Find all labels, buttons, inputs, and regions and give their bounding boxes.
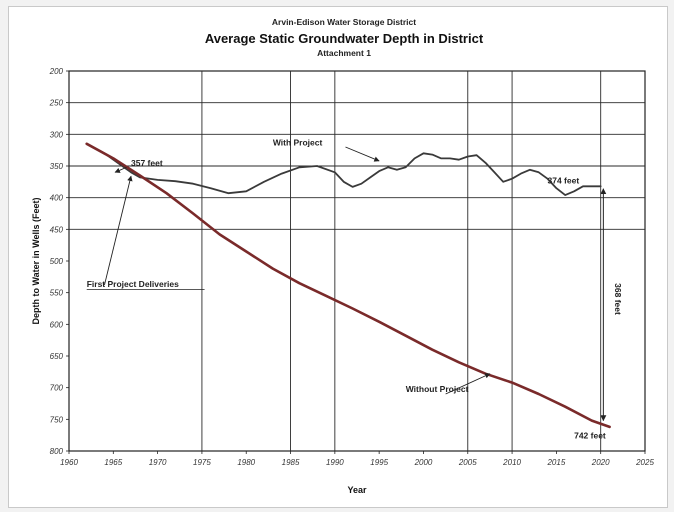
first-deliveries-arrow xyxy=(104,175,133,286)
x-tick-label: 1985 xyxy=(282,458,300,467)
x-tick-label: 1965 xyxy=(104,458,122,467)
x-tick-label: 1960 xyxy=(60,458,78,467)
without-project-label: Without Project xyxy=(406,384,469,394)
x-axis-label: Year xyxy=(347,485,367,495)
x-tick-label: 2020 xyxy=(591,458,610,467)
x-tick-label: 2015 xyxy=(546,458,565,467)
plot-area xyxy=(68,70,646,452)
x-tick-label: 1995 xyxy=(370,458,388,467)
y-tick-label: 300 xyxy=(50,130,64,139)
y-tick-labels: 200 250 300 350 400 450 500 550 600 650 700 750 800 xyxy=(49,67,69,456)
y-tick-label: 750 xyxy=(50,415,64,424)
x-tick-label: 1975 xyxy=(193,458,211,467)
x-tick-label: 1990 xyxy=(326,458,344,467)
chart-sheet: Arvin-Edison Water Storage District Aver… xyxy=(8,6,668,508)
y-tick-label: 250 xyxy=(49,99,64,108)
groundwater-chart: Arvin-Edison Water Storage District Aver… xyxy=(31,17,654,495)
y-tick-label: 550 xyxy=(50,289,64,298)
with-project-arrow xyxy=(345,146,380,162)
y-axis-label: Depth to Water in Wells (Feet) xyxy=(31,197,41,324)
y-tick-label: 600 xyxy=(50,320,64,329)
y-tick-label: 800 xyxy=(50,447,64,456)
y-tick-label: 500 xyxy=(50,257,64,266)
with-project-line xyxy=(85,142,602,197)
x-tick-labels: 1960 1965 1970 1975 1980 1985 1990 1995 2000 2005… xyxy=(60,451,654,467)
without-project-end-value: 742 feet xyxy=(574,430,606,440)
difference-label: 368 feet xyxy=(613,283,623,315)
with-project-label: With Project xyxy=(273,138,323,148)
y-tick-label: 350 xyxy=(50,162,64,171)
super-title: Arvin-Edison Water Storage District xyxy=(272,17,416,27)
gridlines xyxy=(69,71,645,451)
chart-subtitle: Attachment 1 xyxy=(317,48,371,58)
annotations: 357 feet First Project Deliveries With P… xyxy=(86,138,623,440)
start-value-arrow xyxy=(114,166,127,173)
x-tick-label: 1980 xyxy=(237,458,255,467)
start-value-label: 357 feet xyxy=(131,158,163,168)
y-tick-label: 700 xyxy=(50,384,64,393)
y-tick-label: 400 xyxy=(50,194,64,203)
x-tick-label: 1970 xyxy=(149,458,167,467)
first-deliveries-label: First Project Deliveries xyxy=(87,279,179,289)
y-tick-label: 450 xyxy=(50,225,64,234)
y-tick-label: 650 xyxy=(50,352,64,361)
series-lines xyxy=(85,142,611,429)
without-project-line xyxy=(85,142,611,429)
with-project-end-value: 374 feet xyxy=(548,176,580,186)
x-tick-label: 2005 xyxy=(458,458,477,467)
x-tick-label: 2010 xyxy=(502,458,521,467)
chart-title: Average Static Groundwater Depth in Dist… xyxy=(205,31,484,46)
x-tick-label: 2000 xyxy=(414,458,433,467)
x-tick-label: 2025 xyxy=(635,458,654,467)
y-tick-label: 200 xyxy=(49,67,64,76)
without-project-arrow xyxy=(445,373,491,395)
